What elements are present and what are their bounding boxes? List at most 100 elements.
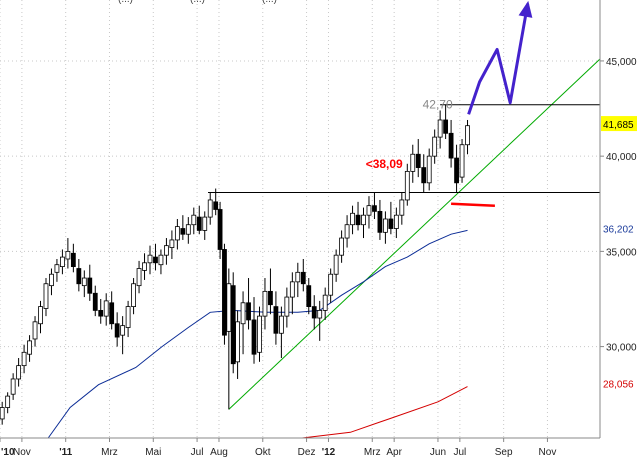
candle-body bbox=[81, 277, 87, 287]
price-tag-label: 36,202 bbox=[603, 224, 634, 235]
candle bbox=[174, 219, 180, 250]
x-tick-label: Sep bbox=[495, 447, 513, 458]
candle bbox=[240, 291, 246, 355]
moving-averages bbox=[47, 229, 468, 439]
candle-body bbox=[222, 249, 227, 336]
candle bbox=[103, 293, 109, 326]
candle bbox=[289, 272, 295, 315]
candle-body bbox=[284, 296, 290, 317]
grid bbox=[0, 0, 600, 438]
candle bbox=[98, 298, 104, 324]
candle bbox=[300, 258, 306, 292]
candle bbox=[158, 249, 164, 275]
candle-body bbox=[333, 254, 339, 275]
candle bbox=[202, 211, 208, 240]
x-tick-label: Jun bbox=[430, 447, 446, 458]
candle bbox=[120, 316, 126, 355]
projection-line bbox=[467, 3, 530, 115]
candle bbox=[109, 291, 115, 330]
candle-body bbox=[404, 170, 410, 201]
candle bbox=[43, 278, 49, 317]
price-tag-box bbox=[601, 116, 637, 132]
candle-body bbox=[202, 216, 208, 231]
candle-body bbox=[300, 271, 306, 285]
price-tag-box bbox=[601, 375, 637, 391]
candle-body bbox=[98, 310, 104, 317]
candle-body bbox=[289, 281, 295, 298]
candle bbox=[262, 278, 268, 330]
candle bbox=[251, 297, 257, 364]
candle-body bbox=[350, 212, 355, 226]
candle-body bbox=[366, 205, 372, 216]
candle bbox=[311, 295, 317, 330]
candle-body bbox=[257, 315, 262, 353]
candle-body bbox=[114, 323, 120, 338]
candle-body bbox=[421, 167, 427, 184]
candle-body bbox=[268, 290, 273, 306]
projection-arrowhead bbox=[518, 0, 533, 18]
candle-body bbox=[136, 268, 142, 287]
x-tick-label: '12 bbox=[322, 447, 336, 458]
candle bbox=[377, 199, 383, 240]
candle bbox=[54, 258, 60, 282]
candle-body bbox=[278, 315, 284, 334]
x-tick-label: Dez bbox=[298, 447, 316, 458]
candle-body bbox=[21, 351, 27, 367]
y-tick-label: 30,000 bbox=[606, 343, 637, 354]
candle-body bbox=[131, 283, 136, 308]
candle-body bbox=[10, 378, 16, 395]
candle-body bbox=[399, 199, 405, 216]
title-fragment: (...) bbox=[118, 0, 133, 5]
candle bbox=[246, 278, 251, 330]
candle bbox=[366, 196, 372, 229]
candle-body bbox=[295, 271, 301, 283]
candle bbox=[273, 291, 279, 345]
candle bbox=[65, 238, 71, 269]
candle bbox=[131, 278, 136, 315]
moving-average-line bbox=[47, 229, 468, 439]
candle-body bbox=[174, 226, 180, 241]
annotation-label: <38,09 bbox=[366, 157, 403, 171]
candle-body bbox=[377, 210, 383, 233]
candle bbox=[317, 300, 323, 341]
y-tick-label: 45,000 bbox=[606, 57, 637, 68]
candle bbox=[142, 253, 147, 280]
candle-body bbox=[317, 310, 323, 319]
candle bbox=[437, 110, 443, 149]
candle-body bbox=[103, 300, 109, 317]
candle-body bbox=[153, 256, 158, 264]
candle-body bbox=[306, 285, 312, 307]
candles bbox=[0, 104, 470, 425]
candle-body bbox=[169, 239, 175, 248]
candle bbox=[5, 392, 11, 414]
candle-body bbox=[372, 205, 377, 212]
candle bbox=[114, 312, 120, 347]
candle bbox=[421, 154, 427, 193]
candle-body bbox=[393, 214, 399, 229]
candle-body bbox=[361, 214, 366, 226]
candle bbox=[16, 358, 22, 387]
candle bbox=[226, 268, 232, 410]
candle-body bbox=[344, 224, 350, 239]
candle-body bbox=[443, 119, 449, 134]
candle-body bbox=[191, 214, 197, 226]
candle-body bbox=[147, 254, 153, 264]
candle-body bbox=[454, 157, 459, 184]
candle bbox=[383, 211, 388, 244]
candle-body bbox=[322, 294, 328, 311]
candle-body bbox=[262, 290, 268, 317]
candle-body bbox=[185, 224, 191, 235]
candle bbox=[60, 249, 65, 275]
candle-body bbox=[235, 321, 240, 363]
candle-body bbox=[196, 216, 202, 231]
candle bbox=[164, 238, 169, 265]
projection-arrow bbox=[467, 0, 533, 115]
x-tick-label: Aug bbox=[210, 447, 228, 458]
title-fragments: (...) (...) (...) bbox=[118, 0, 277, 5]
candle bbox=[426, 148, 432, 191]
candle bbox=[268, 268, 273, 315]
candle-body bbox=[0, 407, 5, 420]
trendline bbox=[228, 58, 601, 410]
candle-body bbox=[426, 155, 432, 184]
candle bbox=[295, 262, 301, 298]
